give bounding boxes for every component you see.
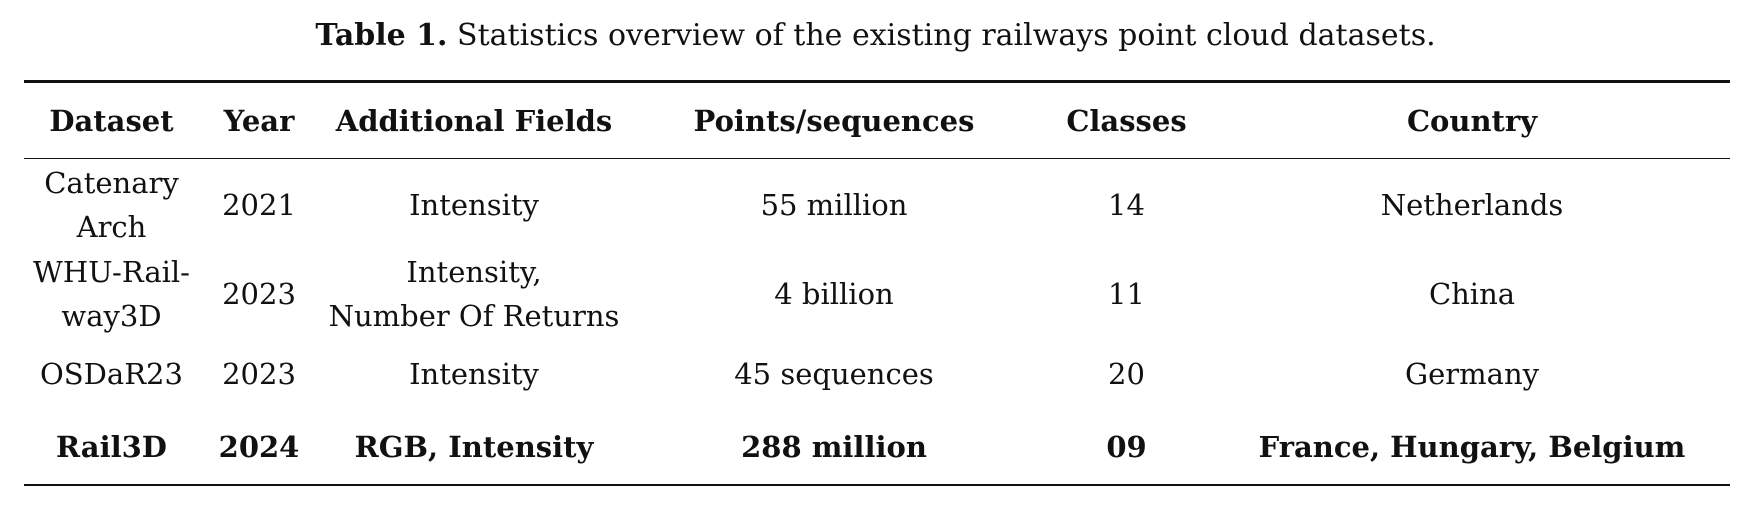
dataset-line: Arch bbox=[76, 209, 147, 244]
table-row: OSDaR23 2023 Intensity 45 sequences 20 G… bbox=[24, 338, 1730, 410]
cell-country: Netherlands bbox=[1380, 187, 1564, 222]
header-year: Year bbox=[199, 80, 319, 159]
caption-text: Statistics overview of the existing rail… bbox=[457, 18, 1436, 53]
fields-line: RGB, Intensity bbox=[354, 430, 594, 464]
cell-points: 45 sequences bbox=[734, 357, 934, 391]
cell-country: China bbox=[1428, 277, 1516, 311]
cell-classes: 14 bbox=[1108, 187, 1145, 222]
cell-additional-fields: Intensity, Number Of Returns bbox=[319, 250, 629, 338]
table-container: Dataset Year Additional Fields Points/se… bbox=[24, 80, 1730, 486]
cell-dataset: Rail3D bbox=[24, 410, 199, 486]
table-row: WHU-Rail- way3D 2023 Intensity, Number O… bbox=[24, 250, 1730, 338]
cell-year: 2023 bbox=[222, 357, 296, 391]
cell-additional-fields: RGB, Intensity bbox=[319, 410, 629, 486]
header-additional-fields: Additional Fields bbox=[319, 80, 629, 159]
header-dataset: Dataset bbox=[24, 80, 199, 159]
cell-dataset: WHU-Rail- way3D bbox=[24, 250, 199, 338]
table-row-highlighted: Rail3D 2024 RGB, Intensity 288 million 0… bbox=[24, 410, 1730, 486]
cell-classes: 20 bbox=[1108, 357, 1145, 391]
dataset-line: way3D bbox=[61, 299, 162, 333]
fields-line: Intensity bbox=[409, 357, 539, 391]
dataset-line: OSDaR23 bbox=[40, 357, 183, 391]
cell-classes: 09 bbox=[1039, 410, 1214, 486]
cell-year: 2024 bbox=[199, 410, 319, 486]
cell-dataset: OSDaR23 bbox=[24, 338, 199, 410]
cell-points: 55 million bbox=[760, 187, 908, 222]
dataset-line: Catenary bbox=[44, 165, 179, 200]
statistics-table: Dataset Year Additional Fields Points/se… bbox=[24, 80, 1730, 486]
dataset-line: WHU-Rail- bbox=[33, 255, 190, 289]
cell-year: 2023 bbox=[222, 277, 296, 311]
cell-country: France, Hungary, Belgium bbox=[1214, 410, 1730, 486]
cell-additional-fields: Intensity bbox=[319, 338, 629, 410]
header-country: Country bbox=[1214, 80, 1730, 159]
fields-line: Number Of Returns bbox=[328, 299, 620, 333]
header-row: Dataset Year Additional Fields Points/se… bbox=[24, 80, 1730, 159]
fields-line: Intensity, bbox=[406, 255, 542, 289]
cell-points: 4 billion bbox=[774, 277, 894, 311]
cell-dataset: Catenary Arch bbox=[24, 159, 199, 251]
header-points-sequences: Points/sequences bbox=[629, 80, 1039, 159]
caption-label: Table 1. bbox=[315, 18, 448, 53]
cell-points: 288 million bbox=[629, 410, 1039, 486]
header-classes: Classes bbox=[1039, 80, 1214, 159]
cell-additional-fields: Intensity bbox=[319, 159, 629, 251]
table-caption: Table 1. Statistics overview of the exis… bbox=[0, 14, 1751, 58]
dataset-line: Rail3D bbox=[56, 430, 167, 464]
cell-country: Germany bbox=[1404, 357, 1540, 391]
table-row: Catenary Arch 2021 Intensity 55 million … bbox=[24, 159, 1730, 251]
fields-line: Intensity bbox=[409, 187, 539, 222]
cell-classes: 11 bbox=[1108, 277, 1145, 311]
cell-year: 2021 bbox=[222, 187, 296, 222]
